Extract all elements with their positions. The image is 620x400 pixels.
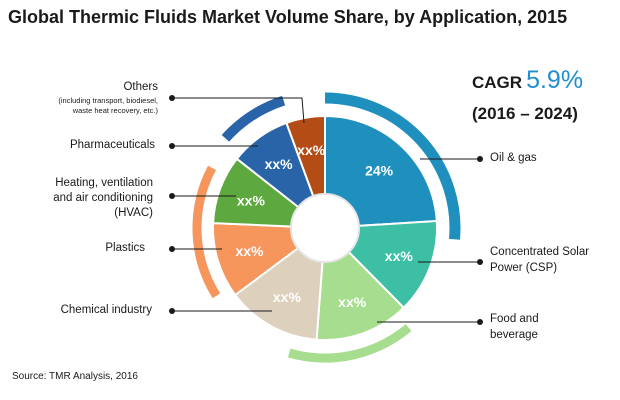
callout-oil-gas: Oil & gas bbox=[490, 152, 537, 164]
slice-label-7: xx% bbox=[297, 142, 326, 158]
leader-pharmaceuticals-dot bbox=[169, 143, 175, 149]
slice-label-0: 24% bbox=[365, 162, 394, 178]
accent-arc-oil-gas bbox=[324, 92, 461, 240]
leader-food-dot bbox=[477, 319, 483, 325]
callout-food-1: Food and bbox=[490, 313, 539, 325]
accent-arc-food bbox=[287, 324, 412, 363]
leader-hvac-dot bbox=[169, 193, 175, 199]
callout-others-note-1: (including transport, biodiesel, bbox=[58, 96, 158, 105]
callout-food-2: beverage bbox=[490, 329, 538, 341]
leader-plastics-dot bbox=[169, 246, 175, 252]
leader-csp-dot bbox=[477, 259, 483, 265]
callout-hvac-3: (HVAC) bbox=[114, 207, 153, 219]
slice-label-4: xx% bbox=[235, 243, 264, 259]
callout-others-note-2: waste heat recovery, etc.) bbox=[72, 106, 158, 115]
source-note: Source: TMR Analysis, 2016 bbox=[12, 371, 138, 382]
accent-arc-pharmaceuticals bbox=[221, 95, 286, 142]
slice-label-6: xx% bbox=[265, 156, 294, 172]
leader-chemical-dot bbox=[169, 308, 175, 314]
cagr-period: (2016 – 2024) bbox=[472, 104, 578, 123]
callout-hvac-1: Heating, ventilation bbox=[55, 177, 153, 189]
slice-label-5: xx% bbox=[237, 193, 266, 209]
slice-label-1: xx% bbox=[385, 248, 414, 264]
pie-slice-0 bbox=[324, 114, 438, 230]
donut-hole bbox=[290, 193, 360, 263]
callout-pharmaceuticals: Pharmaceuticals bbox=[69, 139, 155, 151]
callout-plastics: Plastics bbox=[105, 242, 145, 254]
pie-slice-3 bbox=[233, 225, 327, 341]
leader-oil-gas-dot bbox=[477, 156, 483, 162]
leader-others bbox=[172, 97, 305, 124]
cagr-label: CAGR 5.9% bbox=[472, 66, 583, 95]
chart-title: Global Thermic Fluids Market Volume Shar… bbox=[8, 7, 568, 27]
cagr-value: 5.9% bbox=[526, 66, 584, 94]
leader-others-dot bbox=[169, 95, 175, 101]
callout-hvac-2: and air conditioning bbox=[53, 192, 153, 204]
cagr-text: CAGR bbox=[472, 73, 523, 92]
callout-csp-2: Power (CSP) bbox=[490, 262, 558, 274]
accent-arc-plastics bbox=[192, 165, 221, 299]
callout-csp-1: Concentrated Solar bbox=[490, 246, 590, 258]
slice-label-2: xx% bbox=[338, 294, 367, 310]
slice-label-3: xx% bbox=[273, 289, 302, 305]
callout-chemical: Chemical industry bbox=[60, 304, 152, 316]
callout-others: Others bbox=[123, 81, 158, 93]
